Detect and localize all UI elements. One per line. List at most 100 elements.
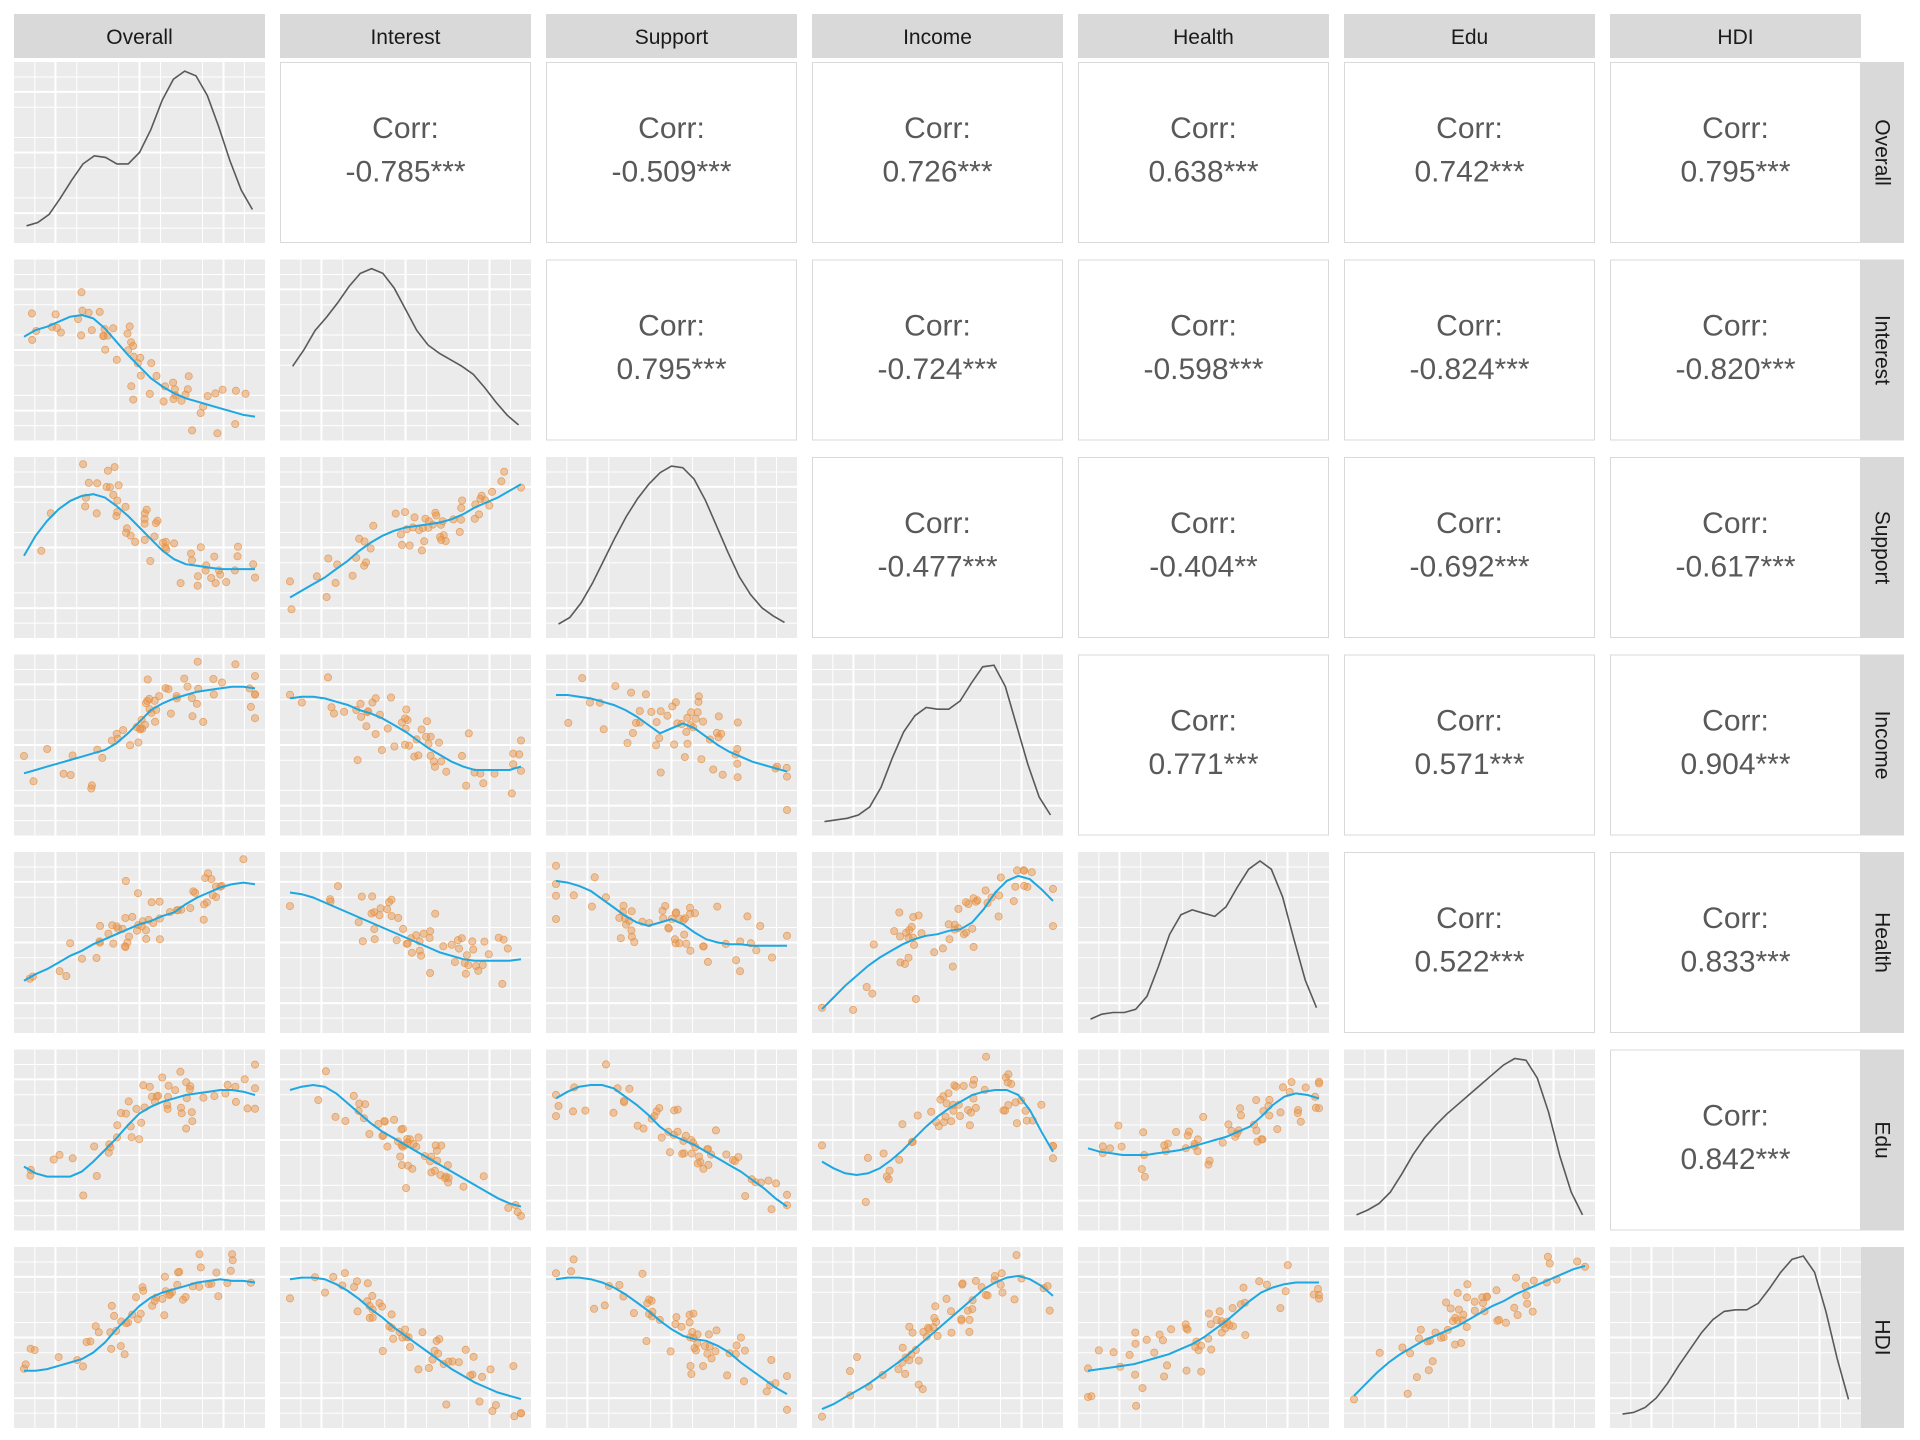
scatter-point [911,995,920,1004]
corr-label: Corr: [1170,705,1237,738]
scatter-point [1454,1305,1463,1314]
scatter-point [969,894,978,903]
scatter-point [914,1356,923,1365]
scatter-point [949,1106,958,1115]
panel-support-edu: Corr: -0.692*** [1344,457,1595,638]
scatter-point [945,935,954,944]
scatter-point [469,1352,478,1361]
scatter-point [228,1256,237,1265]
scatter-point [1163,1361,1172,1370]
scatter-point [678,1149,687,1158]
corr-value: 0.833*** [1680,945,1790,978]
scatter-point [377,746,386,755]
corr-label: Corr: [1170,310,1237,343]
scatter-point [942,1099,951,1108]
panel-health-hdi: Corr: 0.833*** [1610,852,1861,1033]
scatter-point [77,288,86,297]
smooth-line [556,694,788,773]
scatter-point [861,1198,870,1207]
scatter-point [92,509,101,518]
scatter-point [1470,1297,1479,1306]
panel-health-health [1078,852,1329,1033]
scatter-point [1019,866,1028,875]
scatter-point [671,698,680,707]
scatter-point [128,912,137,921]
scatter-point [430,762,439,771]
scatter-point [127,382,136,391]
scatter-point [132,1104,141,1113]
scatter-point [898,1120,907,1129]
density-line-income [824,664,1052,823]
corr-panel-frame [1078,457,1329,638]
scatter-point [1273,1125,1282,1134]
scatter-point [415,526,424,535]
scatter-point [783,806,792,815]
panel-edu-overall [14,1049,265,1231]
scatter-point [87,784,96,793]
scatter-point [1287,1078,1296,1087]
scatter-point [488,487,497,496]
scatter-point [140,509,149,518]
top-strip-label-hdi: HDI [1717,26,1753,49]
scatter-point [590,873,599,882]
corr-value: 0.795*** [1680,155,1790,188]
scatter-point [110,1311,119,1320]
scatter-point [370,925,379,934]
scatter-point [370,908,379,917]
scatter-point [1512,1273,1521,1282]
panel-health-overall [14,852,265,1033]
scatter-point [1117,1142,1126,1151]
scatter-point [1315,1079,1324,1088]
scatter-point [682,939,691,948]
scatter-point [717,729,726,738]
scatter-point [136,371,145,380]
scatter-point [164,1081,173,1090]
corr-value: 0.742*** [1414,155,1524,188]
scatter-point [371,730,380,739]
panel-overall-health: Corr: 0.638*** [1078,62,1329,243]
scatter-point [231,660,240,669]
smooth-line [555,1084,788,1208]
scatter-point [109,939,118,948]
corr-panel-frame [546,62,797,243]
scatter-point [383,1142,392,1151]
density-line-interest [291,267,520,426]
scatter-point [692,1346,701,1355]
scatter-point [1172,1128,1181,1137]
scatter-point [195,1282,204,1291]
scatter-point [954,904,963,913]
scatter-point [587,902,596,911]
panel-support-support [546,457,797,638]
scatter-point [1479,1299,1488,1308]
scatter-point [965,1327,974,1336]
scatter-point [1109,1348,1118,1357]
scatter-point [957,1316,966,1325]
scatter-point [226,1266,235,1275]
corr-label: Corr: [1702,1100,1769,1133]
scatter-point [79,1191,88,1200]
scatter-point [427,1168,436,1177]
smooth-line [289,695,522,771]
scatter-point [733,773,742,782]
scatter-point [670,935,679,944]
scatter-point [196,543,205,552]
scatter-point [84,478,93,487]
corr-label: Corr: [1436,112,1503,145]
scatter-point [1160,1372,1169,1381]
scatter-point [664,923,673,932]
scatter-point [441,537,450,546]
scatter-point [996,873,1005,882]
scatter-point [686,1362,695,1371]
smooth-line [821,1089,1054,1177]
top-strip-overall [14,14,265,58]
density-line-health [1090,860,1318,1020]
smooth-line [821,874,1054,1010]
panel-overall-support: Corr: -0.509*** [546,62,797,243]
scatter-point [1412,1373,1421,1382]
scatter-point [439,942,448,951]
scatter-point [1416,1325,1425,1334]
top-strip-label-support: Support [635,26,709,49]
scatter-point [186,549,195,558]
scatter-point [1258,1135,1267,1144]
scatter-point [919,1328,928,1337]
